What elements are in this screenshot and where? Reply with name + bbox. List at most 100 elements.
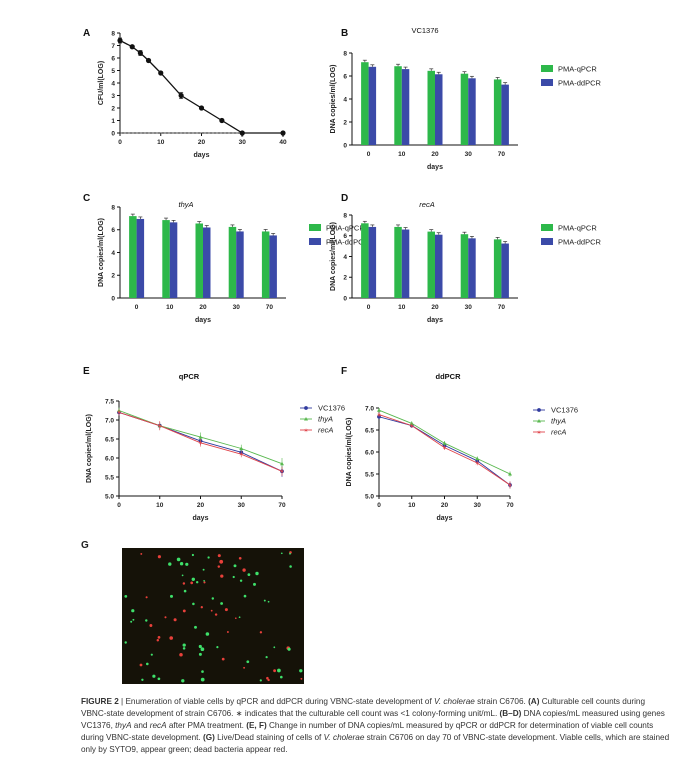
legend-marker-E: ✶ — [303, 427, 308, 434]
caption-ef: (E, F) — [246, 721, 267, 730]
live-cell-dot — [243, 594, 247, 598]
marker-E-thya — [198, 435, 203, 439]
live-cell-dot — [181, 574, 184, 577]
chart-title-C: thyA — [178, 200, 193, 209]
bar-C-ddpcr — [269, 235, 277, 298]
x-tick-label-E: 20 — [197, 502, 205, 509]
live-cell-dot — [150, 653, 153, 656]
x-tick-label-C: 30 — [233, 304, 241, 311]
bar-D-ddpcr — [368, 226, 377, 298]
y-axis-label-F: DNA copies/ml(LOG) — [346, 418, 353, 487]
dead-cell-dot — [179, 653, 183, 657]
chart-title-D: recA — [419, 200, 434, 209]
dead-cell-dot — [243, 666, 246, 669]
dead-cell-dot — [221, 657, 225, 661]
x-tick-label-B: 0 — [367, 151, 371, 158]
marker-F-reca: ✶ — [507, 482, 512, 489]
caption-a: (A) — [528, 697, 540, 706]
x-tick-label-E: 70 — [278, 502, 286, 509]
dead-cell-dot — [217, 554, 221, 558]
bar-B-ddpcr — [468, 78, 476, 145]
x-tick-label-C: 0 — [135, 304, 139, 311]
data-point-A — [178, 92, 184, 99]
dead-cell-dot — [200, 606, 203, 609]
y-axis-label-C: DNA copies/ml(LOG) — [98, 218, 105, 287]
marker-F-reca: ✶ — [442, 445, 447, 452]
data-point-A — [239, 130, 245, 136]
bar-D-ddpcr — [501, 243, 509, 298]
y-tick-label-B: 2 — [343, 119, 347, 126]
x-tick-label-D: 10 — [398, 304, 406, 311]
panel-g-label-wrap: G — [81, 540, 89, 551]
y-tick-label-C: 0 — [111, 295, 115, 302]
legend-label-E-vc1376: VC1376 — [318, 404, 345, 413]
legend-label-F-reca: recA — [551, 428, 566, 437]
marker-F-thya — [475, 456, 480, 461]
y-tick-label-D: 6 — [343, 233, 347, 240]
live-cell-dot — [201, 670, 204, 673]
live-cell-dot — [246, 660, 250, 664]
y-tick-label-C: 6 — [111, 227, 115, 234]
live-cell-dot — [196, 581, 199, 584]
live-cell-dot — [168, 562, 172, 566]
caption-t4: DNA copies/mL measured using genes VC137… — [81, 709, 665, 730]
y-tick-label-A: 3 — [111, 93, 115, 100]
bar-D-qpcr — [460, 234, 469, 298]
bar-D-ddpcr — [401, 229, 410, 298]
live-cell-dot — [299, 669, 303, 673]
legend-label-F-thya: thyA — [551, 417, 566, 426]
legend-swatch-C — [309, 224, 321, 231]
legend-marker-F — [537, 408, 541, 412]
live-cell-dot — [185, 562, 189, 566]
y-tick-label-A: 7 — [111, 43, 115, 50]
live-cell-dot — [211, 597, 215, 600]
legend-marker-F — [537, 419, 541, 423]
live-cell-dot — [181, 679, 185, 683]
x-tick-label-A: 10 — [157, 139, 165, 146]
y-tick-label-B: 8 — [343, 50, 347, 57]
y-tick-label-E: 6.0 — [105, 455, 114, 462]
live-cell-dot — [203, 579, 205, 582]
live-cell-dot — [200, 677, 205, 682]
legend-marker-E — [304, 417, 308, 421]
x-tick-label-B: 20 — [431, 151, 439, 158]
x-tick-label-A: 20 — [198, 139, 206, 146]
bar-C-qpcr — [162, 220, 170, 298]
live-cell-dot — [232, 575, 235, 579]
live-cell-dot — [183, 589, 187, 593]
panel-label-C: C — [83, 193, 90, 204]
legend-marker-F: ✶ — [536, 429, 541, 436]
legend-label-E-reca: recA — [318, 426, 333, 435]
live-cell-dot — [289, 565, 292, 568]
y-tick-label-D: 0 — [343, 295, 347, 302]
caption-t3: Culturable cell counts during VBNC-state… — [81, 697, 646, 718]
live-cell-dot — [216, 646, 219, 649]
x-tick-label-C: 10 — [166, 304, 174, 311]
live-cell-dot — [192, 602, 195, 606]
x-tick-label-F: 70 — [506, 502, 514, 509]
y-tick-label-E: 5.5 — [105, 474, 114, 481]
y-tick-label-F: 6.0 — [365, 449, 374, 456]
live-dead-micrograph — [122, 548, 304, 684]
dead-cell-dot — [217, 565, 221, 568]
dead-cell-dot — [219, 559, 224, 564]
live-cell-dot — [130, 620, 133, 623]
y-tick-label-A: 2 — [111, 105, 115, 112]
live-cell-dot — [220, 602, 223, 605]
caption-t4-i2: recA — [149, 721, 167, 730]
live-cell-dot — [202, 568, 205, 571]
x-tick-label-E: 30 — [238, 502, 246, 509]
live-cell-dot — [267, 600, 270, 603]
marker-E-reca: ✶ — [279, 469, 284, 476]
live-cell-dot — [124, 595, 128, 598]
live-cell-dot — [200, 647, 205, 652]
caption-t5: after PMA treatment. — [166, 721, 247, 730]
marker-E-reca: ✶ — [198, 440, 203, 447]
x-tick-label-D: 30 — [465, 304, 473, 311]
y-tick-label-D: 2 — [343, 275, 347, 282]
x-tick-label-E: 0 — [117, 502, 121, 509]
chart-title-E: qPCR — [179, 372, 200, 381]
data-point-A — [219, 117, 225, 124]
legend-label-C: PMA-qPCR — [326, 224, 365, 233]
